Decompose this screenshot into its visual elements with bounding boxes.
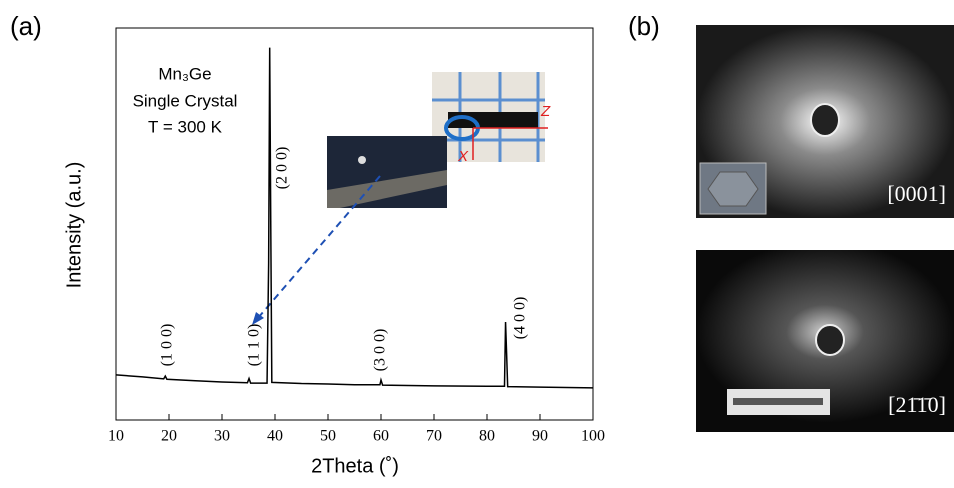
photo-inset: Z X (432, 72, 551, 165)
peak-label: (3 0 0) (372, 329, 389, 372)
x-tick-label: 100 (581, 428, 605, 445)
panel-label: (a) (10, 11, 42, 41)
sample-text: Single Crystal (133, 91, 238, 110)
laue-label: [0001] (887, 181, 946, 206)
x-tick-label: 10 (108, 428, 124, 445)
figure: (a) (b) 2Theta (˚) Intensity (a.u.) Mn₃G… (0, 0, 954, 483)
peak-label: (1 1 0) (246, 324, 263, 367)
arrow (258, 176, 380, 318)
peak-label: (4 0 0) (512, 297, 529, 340)
x-tick-label: 70 (426, 428, 442, 445)
sample-text: T = 300 K (148, 117, 223, 136)
x-tick-label: 50 (320, 428, 336, 445)
panel-label: (b) (628, 11, 660, 41)
x-tick-label: 20 (161, 428, 177, 445)
y-axis-label: Intensity (a.u.) (63, 162, 85, 289)
peak-label: (2 0 0) (274, 147, 291, 190)
x-tick-label: 80 (479, 428, 495, 445)
sample-text: Mn₃Ge (158, 64, 211, 83)
x-tick-label: 30 (214, 428, 230, 445)
x-tick-label: 60 (373, 428, 389, 445)
x-tick-label: 90 (532, 428, 548, 445)
x-tick-label: 40 (267, 428, 283, 445)
x-axis-label: 2Theta (˚) (311, 455, 399, 477)
photo-inset (327, 136, 447, 208)
laue-label: [21̄1̄0] (888, 392, 946, 417)
inset-label: Z (540, 103, 551, 120)
inset-label: X (457, 148, 469, 165)
peak-label: (1 0 0) (159, 324, 176, 367)
